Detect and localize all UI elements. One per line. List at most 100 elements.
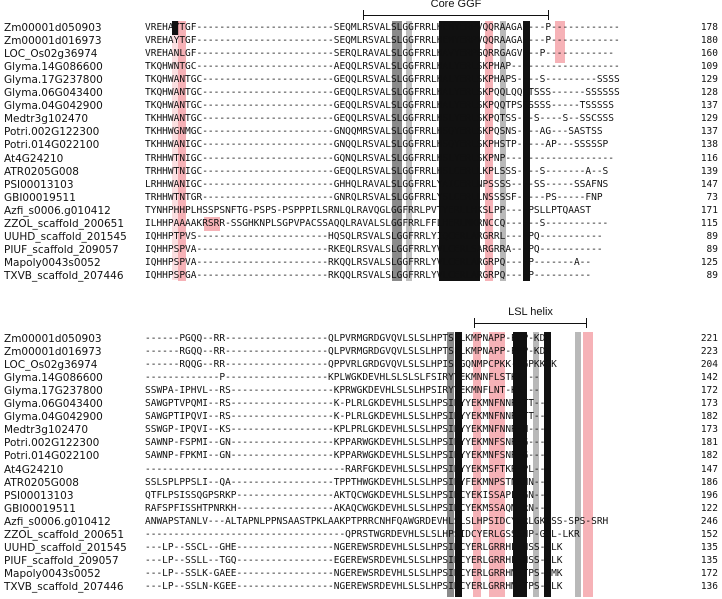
sequence-residues: VREHAYTGF------------------------SEQMLRS… [145, 35, 620, 47]
sequence-id: Glyma.17G237800 [4, 385, 103, 398]
residue-position: 246 [700, 515, 718, 527]
sequence-id: ATR0205G008 [4, 165, 79, 178]
residue-position: 171 [700, 204, 718, 216]
col-highlight-13 [204, 217, 220, 231]
sequence-id: Glyma.04G042900 [4, 100, 103, 113]
core-ggf-label: Core GGF [430, 0, 482, 10]
residue-position: 138 [700, 139, 718, 151]
sequence-id: UUHD_scaffold_201545 [4, 541, 127, 554]
sequence-id: Azfi_s0006.g010412 [4, 204, 111, 217]
sequence-residues: TKHHWANTGC-----------------------GEQQLRS… [145, 113, 614, 125]
sequence-residues: QTFLPSISSQGPSRKP-----------------AKTQCWG… [145, 489, 552, 501]
sequence-residues: SAWGPTIPQVI--RS------------------K-PLRLG… [145, 411, 552, 423]
sequence-residues: VREHANLGF------------------------SERQLRA… [145, 48, 614, 60]
sequence-id: ZZOL_scaffold_200651 [4, 528, 125, 541]
col-highlight-b2 [455, 332, 462, 597]
sequence-id: Zm00001d016973 [4, 35, 102, 48]
sequence-id: Azfi_s0006.g010412 [4, 515, 111, 528]
sequence-id: PSI00013103 [4, 178, 74, 191]
sequence-id: Mapoly0043s0052 [4, 256, 101, 269]
sequence-residues: ---LP--SSLK-GAEE-----------------NGEREWS… [145, 567, 563, 579]
col-highlight-2 [178, 21, 186, 281]
sequence-id: TXVB_scaffold_207446 [4, 269, 124, 282]
residue-position: 172 [700, 567, 718, 579]
sequence-residues: VREHAYTGF------------------------SEQMLRS… [145, 22, 620, 33]
sequence-residues: ------RGQQ--RR------------------QLPVRMGR… [145, 346, 552, 358]
col-highlight-b1 [447, 332, 454, 597]
col-highlight-4 [392, 21, 402, 281]
col-highlight-8 [523, 21, 530, 281]
sequence-residues: ANWAPSTANLV---ALTAPNLPPNSAASTPKLAAKPTPRR… [145, 515, 609, 527]
residue-position: 173 [700, 424, 718, 436]
residue-position: 89 [706, 230, 718, 242]
residue-position: 129 [700, 113, 718, 125]
sequence-residues: TKHHWGNMGC-----------------------GNQQMRS… [145, 126, 603, 138]
alignment-block-1: Core GGF Zm00001d050903 VREHAYTGF--------… [0, 0, 722, 282]
residue-position: 139 [700, 165, 718, 177]
sequence-id: Glyma.04G042900 [4, 411, 103, 424]
sequence-id: Medtr3g102470 [4, 113, 89, 126]
sequence-id: Medtr3g102470 [4, 424, 89, 437]
col-highlight-b6 [544, 332, 551, 597]
residue-position: 122 [700, 502, 718, 514]
lsl-helix-motif: LSL helix [474, 306, 587, 328]
sequence-id: LOC_Os02g36974 [4, 48, 98, 61]
sequence-residues: TKQHWANTGC-----------------------GEQQLRS… [145, 87, 620, 99]
sequence-residues: IQHHPSPVA-----------------------RKEQLRSV… [145, 243, 603, 255]
sequence-residues: -----------------------------------RARFG… [145, 463, 552, 475]
sequence-id: PIUF_scaffold_209057 [4, 243, 119, 256]
residue-position: 142 [700, 372, 718, 384]
sequence-residues: IQHHPSPVA-----------------------RKQQLRSV… [145, 256, 592, 268]
lsl-helix-label: LSL helix [508, 306, 553, 318]
col-highlight-6 [439, 21, 480, 281]
sequence-residues: TYNHPHHPLHSSPSNFTG-PSPS-PSPPPILSRNLQLRAV… [145, 204, 592, 216]
residue-position: 182 [700, 450, 718, 462]
col-highlight-11 [555, 35, 565, 49]
sequence-id: At4G24210 [4, 463, 64, 476]
sequence-id: Zm00001d050903 [4, 333, 102, 345]
sequence-id: Glyma.17G237800 [4, 74, 103, 87]
sequence-id: GBI00019511 [4, 191, 76, 204]
sequence-id: Zm00001d016973 [4, 346, 102, 359]
residue-position: 147 [700, 178, 718, 190]
col-highlight-5 [406, 21, 412, 281]
sequence-id: PSI00013103 [4, 489, 74, 502]
sequence-id: Potri.002G122300 [4, 126, 100, 139]
residue-position: 172 [700, 385, 718, 397]
sequence-id: Glyma.06G043400 [4, 87, 103, 100]
sequence-residues: TRHHWTNTGR-----------------------GNRQLRS… [145, 191, 603, 203]
sequence-residues: SAWGPTVPQMI--RS------------------K-PLRLG… [145, 398, 552, 410]
col-highlight-b8 [583, 332, 593, 597]
sequence-id: PIUF_scaffold_209057 [4, 554, 119, 567]
residue-position: 136 [700, 580, 718, 592]
sequence-residues: SAWNP-FPKMI--GN------------------KPPARWG… [145, 450, 546, 462]
sequence-residues: RAFSPFISSHTPNRKH-----------------AKAQCWG… [145, 502, 552, 514]
sequence-residues: ---LP--SSLN-KGEE-----------------NGEREWS… [145, 580, 563, 592]
residue-position: 135 [700, 554, 718, 566]
residue-position: 180 [700, 35, 718, 47]
sequence-id: LOC_Os02g36974 [4, 359, 98, 372]
col-highlight-7 [485, 21, 493, 281]
residue-position: 73 [706, 191, 718, 203]
residue-position: 128 [700, 87, 718, 99]
residue-position: 223 [700, 346, 718, 358]
residue-position: 89 [706, 269, 718, 281]
residue-position: 125 [700, 256, 718, 268]
residue-position: 135 [700, 541, 718, 553]
residue-position: 173 [700, 398, 718, 410]
sequence-id: UUHD_scaffold_201545 [4, 230, 127, 243]
sequence-residues: ILHHPAAAAKRSRR-SSGHKNPLSGPVPACSSAQQLRAVA… [145, 217, 609, 229]
sequence-residues: ---LP--SSLL--TGQ-----------------EGEREWS… [145, 554, 563, 566]
sequence-residues: TKQHWNTGC------------------------AEQQLRS… [145, 61, 620, 73]
sequence-residues: TRHHWTNIGC-----------------------GEQQLRS… [145, 165, 609, 177]
core-ggf-motif: Core GGF [363, 0, 549, 20]
sequence-residues: IQHHPSPGA-----------------------RKQQLRSV… [145, 269, 592, 281]
col-highlight-1 [172, 21, 179, 35]
residue-position: 160 [700, 48, 718, 60]
sequence-id: ATR0205G008 [4, 476, 79, 489]
residue-position: 116 [700, 152, 718, 164]
residue-position: 178 [700, 22, 718, 33]
sequence-residues: SSWGP-IPQVI--KS------------------KPLPRLG… [145, 424, 546, 436]
residue-position: 181 [700, 437, 718, 449]
sequence-id: ZZOL_scaffold_200651 [4, 217, 125, 230]
